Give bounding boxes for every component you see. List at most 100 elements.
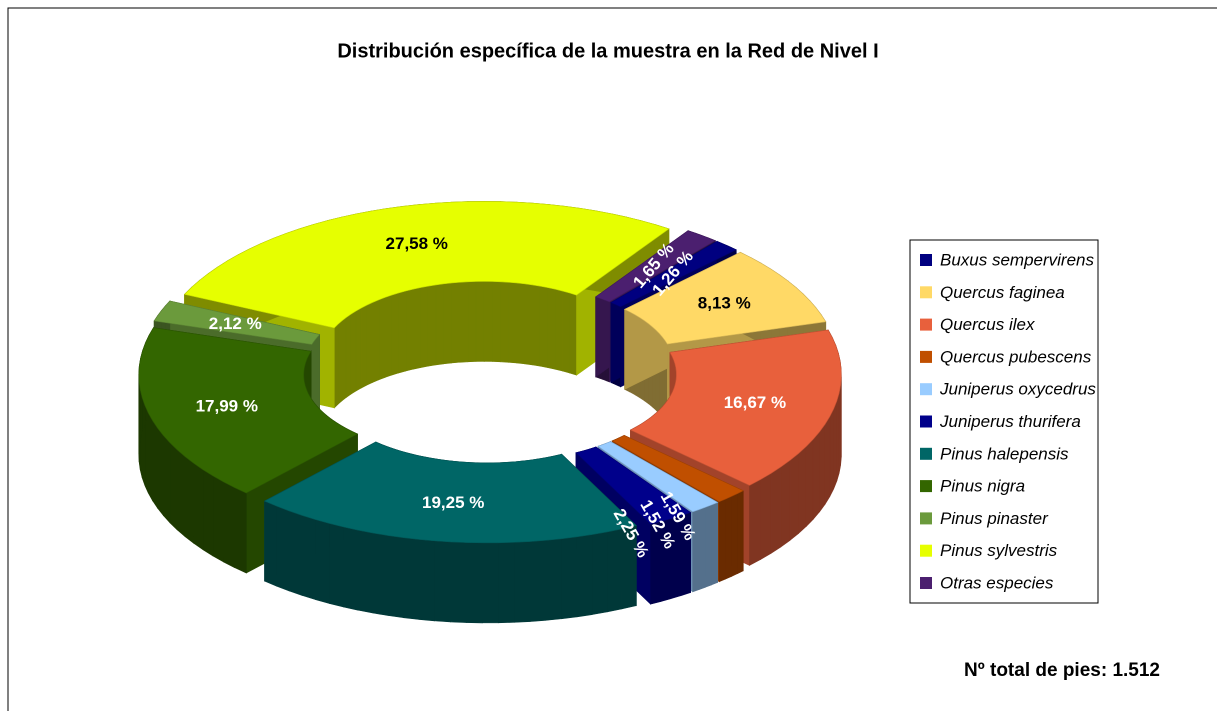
slice-wall	[508, 281, 517, 364]
data-label: 16,67 %	[724, 393, 786, 412]
slice-wall	[539, 285, 549, 368]
legend-swatch	[920, 286, 932, 299]
slice-top	[575, 446, 692, 525]
slice-wall	[152, 419, 158, 510]
legend-label: Buxus sempervirens	[940, 250, 1095, 269]
slice-wall	[384, 294, 393, 378]
slice-top	[138, 327, 359, 494]
slice-wall	[223, 481, 235, 569]
slices	[138, 201, 842, 624]
data-label: 8,13 %	[698, 294, 751, 313]
slice-wall	[443, 282, 452, 365]
slice-wall	[833, 400, 838, 490]
slice-wall	[202, 469, 214, 557]
slice-top	[183, 201, 670, 329]
legend-swatch	[920, 350, 932, 363]
slice-wall	[459, 281, 469, 363]
slice-wall	[749, 478, 761, 566]
slice-wall	[337, 320, 343, 405]
slice-wall	[372, 299, 380, 383]
legend-swatch	[920, 577, 932, 589]
slice-top	[623, 251, 827, 345]
slice-wall	[288, 510, 303, 596]
legend-label: Pinus nigra	[940, 477, 1025, 496]
slice-wall	[184, 455, 194, 544]
slice-wall	[420, 285, 429, 368]
footer-note: Nº total de pies: 1.512	[964, 660, 1160, 681]
slice-wall	[366, 301, 373, 386]
slice-wall	[698, 506, 706, 590]
slice-wall	[500, 281, 509, 363]
slice-wall	[333, 323, 339, 409]
slice-wall	[576, 534, 593, 618]
slice-wall	[434, 540, 451, 623]
slice-wall	[403, 537, 420, 620]
slice-wall	[405, 288, 414, 372]
slice-wall	[725, 495, 732, 580]
slice-wall	[378, 296, 386, 381]
slice	[263, 441, 637, 624]
slice-wall	[770, 466, 782, 554]
slice-wall	[234, 487, 247, 574]
slice-top	[153, 300, 321, 345]
slice-wall	[561, 536, 578, 620]
slice-wall	[391, 292, 399, 376]
slice-wall	[315, 519, 330, 604]
slice-wall	[163, 434, 171, 524]
slice-wall	[357, 529, 374, 614]
legend: Buxus sempervirens Quercus faginea Quercus…	[920, 250, 1096, 592]
legend-swatch	[920, 480, 932, 493]
data-label: 17,99 %	[196, 396, 258, 415]
legend-label: Pinus sylvestris	[940, 541, 1058, 560]
slice-wall	[562, 290, 570, 374]
slice-wall	[343, 526, 359, 611]
slice-wall	[513, 541, 531, 623]
slice-wall	[355, 307, 362, 392]
legend-swatch	[920, 512, 932, 525]
legend-label: Quercus faginea	[940, 283, 1065, 302]
chart-title: Distribución específica de la muestra en…	[337, 40, 878, 62]
slice-wall	[301, 515, 316, 601]
slice-wall	[475, 281, 485, 362]
slice-wall	[547, 287, 556, 370]
slice-wall	[824, 415, 831, 506]
slice-wall	[148, 411, 153, 502]
slice-wall	[819, 423, 826, 513]
slice-top	[629, 329, 842, 486]
slice-wall	[450, 541, 467, 623]
slice-wall	[169, 442, 178, 531]
slice-wall	[466, 542, 483, 624]
slice-wall	[193, 462, 204, 551]
slice-wall	[418, 539, 435, 622]
slice-wall	[360, 304, 367, 389]
slice-wall	[545, 538, 562, 621]
legend-swatch	[920, 254, 932, 266]
slice-wall	[398, 290, 407, 374]
slice-top	[263, 441, 637, 544]
slice-wall	[451, 281, 461, 364]
slice-wall	[329, 523, 344, 608]
slice-wall	[532, 284, 541, 367]
slice-wall	[350, 310, 357, 395]
slice-wall	[812, 431, 820, 521]
slice-wall	[412, 287, 421, 370]
slice-wall	[497, 542, 515, 624]
slice-wall	[692, 509, 700, 593]
slice-wall	[264, 500, 277, 587]
slice-wall	[798, 445, 807, 535]
legend-label: Juniperus oxycedrus	[939, 380, 1096, 399]
legend-label: Juniperus thurifera	[939, 412, 1081, 431]
legend-swatch	[920, 544, 932, 557]
legend-swatch	[920, 447, 932, 460]
slice-wall	[805, 438, 814, 528]
legend-label: Pinus halepensis	[940, 444, 1069, 463]
slice-wall	[176, 449, 186, 538]
slice-wall	[492, 281, 501, 363]
data-label: 2,12 %	[209, 314, 262, 333]
slice-wall	[737, 490, 744, 575]
slice-wall	[212, 475, 224, 563]
legend-swatch	[920, 318, 932, 331]
slice-wall	[711, 501, 718, 586]
slice-wall	[760, 472, 772, 561]
